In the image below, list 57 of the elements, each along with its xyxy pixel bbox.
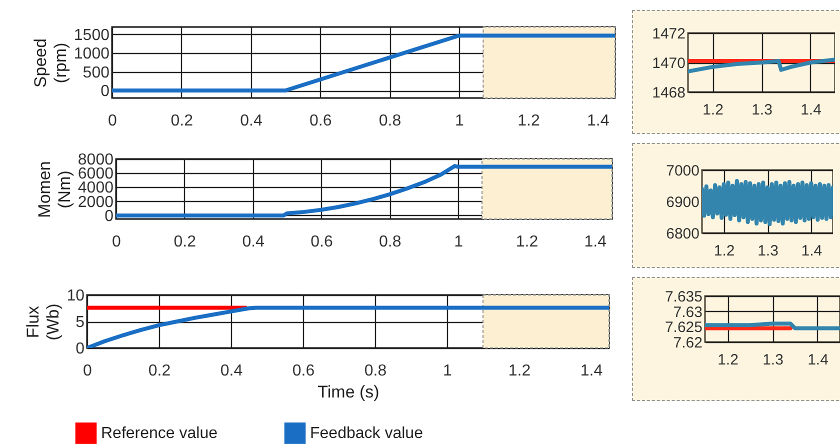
y-tick-label: 7000 xyxy=(666,162,700,180)
x-tick-label: 0.6 xyxy=(292,362,315,380)
y-tick-label: 7.625 xyxy=(664,319,702,336)
x-tick-label: 1 xyxy=(454,234,464,250)
y-tick-label: 1000 xyxy=(74,46,110,63)
y-tick-label: 0 xyxy=(76,340,85,358)
y-tick-label: 1500 xyxy=(74,26,110,44)
y-tick-label: 500 xyxy=(82,64,110,82)
y-tick-label: 1472 xyxy=(652,26,686,42)
x-tick-label: 1.2 xyxy=(518,112,540,130)
line-series xyxy=(116,164,612,218)
y-tick-label: 7.63 xyxy=(673,304,702,321)
y-tick-label: 6900 xyxy=(666,194,700,211)
x-tick-label: 1.4 xyxy=(587,112,610,130)
x-tick-label: 0.6 xyxy=(310,112,332,130)
x-axis-title: Time (s) xyxy=(318,382,380,402)
x-tick-label: 1.2 xyxy=(508,362,531,380)
x-tick-label: 0.4 xyxy=(240,112,262,130)
line-series xyxy=(702,179,833,226)
y-tick-label: 8000 xyxy=(78,152,114,168)
y-tick-label: 7.62 xyxy=(673,334,702,352)
line-series xyxy=(688,58,835,74)
x-tick-label: 1.3 xyxy=(758,242,778,260)
x-tick-label: 1 xyxy=(443,362,452,380)
x-tick-label: 1 xyxy=(454,112,464,130)
x-tick-label: 1.4 xyxy=(580,362,603,380)
x-tick-label: 1.2 xyxy=(516,234,538,250)
x-tick-label: 0.2 xyxy=(174,234,196,250)
legend-label: Feedback value xyxy=(310,425,424,442)
y-axis-title: Flux (Wb) xyxy=(24,304,63,340)
x-tick-label: 1.4 xyxy=(800,102,822,118)
x-tick-label: 0.2 xyxy=(170,112,194,130)
x-tick-label: 0.6 xyxy=(310,234,333,250)
x-tick-label: 1.4 xyxy=(808,352,828,368)
y-axis-title: Speed (rpm) xyxy=(30,38,70,88)
x-tick-label: 1.2 xyxy=(718,352,738,368)
x-tick-label: 0.2 xyxy=(148,362,171,380)
x-tick-label: 0.4 xyxy=(220,362,243,380)
y-tick-label: 1470 xyxy=(652,55,686,72)
y-tick-label: 6800 xyxy=(666,226,700,242)
x-tick-label: 1.2 xyxy=(702,102,724,118)
y-axis-title: Momen (Nm) xyxy=(34,161,74,218)
y-tick-label: 1468 xyxy=(652,84,686,102)
x-tick-label: 1.4 xyxy=(801,242,822,260)
y-tick-label: 5 xyxy=(76,314,85,331)
x-tick-label: 0.8 xyxy=(364,362,387,380)
y-tick-label: 10 xyxy=(66,288,85,304)
x-tick-label: 0.8 xyxy=(378,112,402,130)
x-tick-label: 0.8 xyxy=(379,234,402,250)
x-tick-label: 0.4 xyxy=(242,234,265,250)
x-tick-label: 1.4 xyxy=(584,234,607,250)
x-tick-label: 1.3 xyxy=(752,102,772,118)
x-tick-label: 1.3 xyxy=(762,352,784,368)
legend-label: Reference value xyxy=(101,425,218,442)
y-tick-label: 0 xyxy=(100,83,110,100)
x-tick-label: 1.2 xyxy=(714,242,735,260)
y-tick-label: 7.635 xyxy=(664,288,702,306)
